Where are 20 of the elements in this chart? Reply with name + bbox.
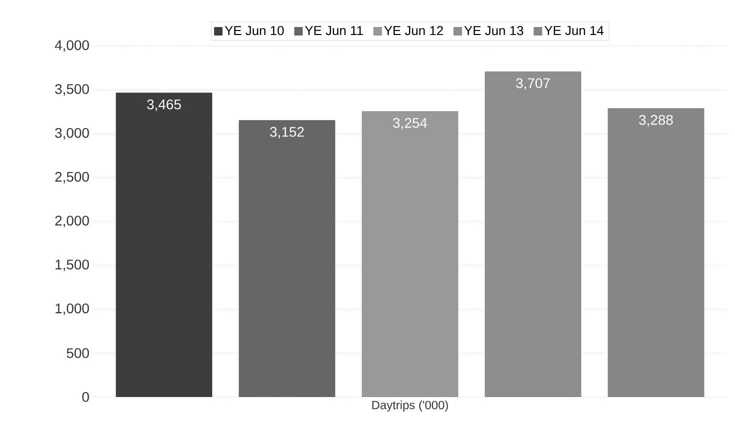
legend-label: YE Jun 14 [544, 26, 604, 36]
legend-label: YE Jun 10 [224, 26, 284, 36]
data-label: 3,707 [516, 78, 550, 90]
y-tick-label: 2,500 [55, 172, 89, 184]
y-tick-label: 4,000 [54, 40, 89, 52]
legend-label: YE Jun 11 [304, 26, 363, 36]
y-tick-label: 2,000 [55, 216, 89, 228]
data-label: 3,254 [393, 118, 428, 130]
y-tick-label: 1,000 [56, 303, 89, 315]
y-tick-label: 1,500 [56, 260, 89, 272]
y-tick-label: 3,500 [55, 84, 89, 96]
x-tick-label: Daytrips ('000) [372, 400, 448, 412]
legend-label: YE Jun 13 [464, 26, 524, 36]
data-label: 3,288 [639, 114, 673, 127]
data-label: 3,152 [270, 126, 304, 138]
y-tick-label: 0 [82, 392, 89, 402]
data-label: 3,465 [147, 99, 181, 111]
y-tick-label: 3,000 [55, 128, 89, 140]
y-tick-label: 500 [66, 348, 89, 358]
legend-label: YE Jun 12 [384, 26, 443, 36]
